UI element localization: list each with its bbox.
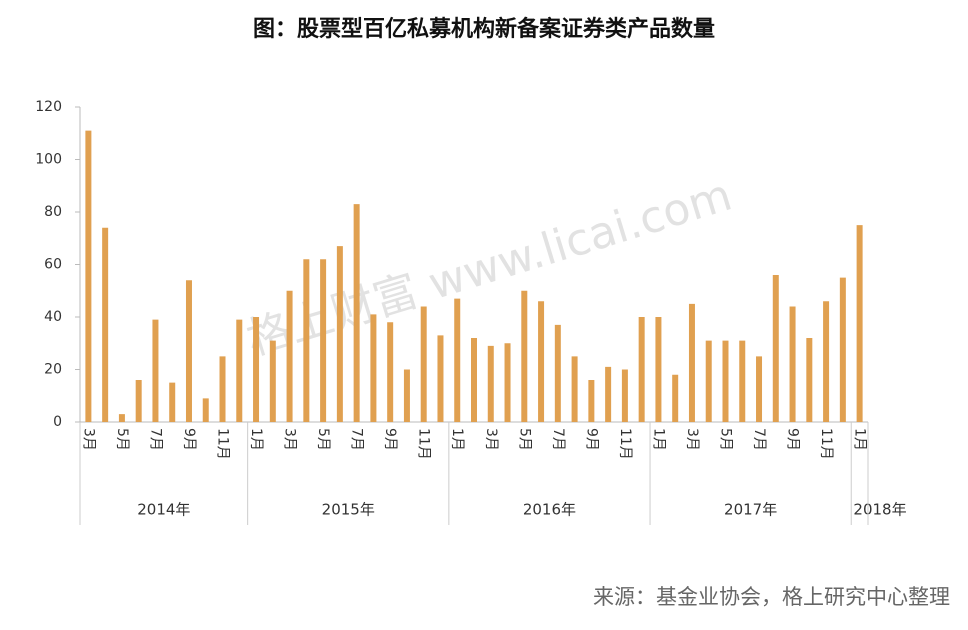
x-group-label: 2016年: [523, 501, 576, 519]
x-tick-label: 3月: [684, 428, 700, 451]
x-tick-label: 3月: [282, 428, 298, 451]
source-note: 来源：基金业协会，格上研究中心整理: [593, 585, 950, 609]
bar: [839, 277, 846, 422]
bar: [253, 317, 260, 422]
y-tick-label: 120: [35, 99, 62, 115]
bar: [336, 246, 343, 422]
chart-title: 图：股票型百亿私募机构新备案证券类产品数量: [253, 16, 715, 42]
x-group-label: 2014年: [137, 501, 190, 519]
y-tick-label: 40: [44, 309, 62, 325]
x-tick-label: 11月: [818, 428, 834, 460]
bar: [722, 340, 729, 422]
bar: [621, 369, 628, 422]
x-tick-label: 1月: [248, 428, 264, 451]
x-group-label: 2015年: [322, 501, 375, 519]
bar: [638, 317, 645, 422]
watermark: 格上财富 www.licai.com: [241, 170, 738, 366]
bar: [739, 340, 746, 422]
x-tick-label: 11月: [215, 428, 231, 460]
bar: [504, 343, 511, 422]
y-tick-label: 20: [44, 362, 62, 378]
y-tick-label: 100: [35, 152, 62, 168]
x-tick-label: 11月: [617, 428, 633, 460]
bar: [705, 340, 712, 422]
bar: [353, 204, 360, 422]
y-tick-label: 0: [53, 414, 62, 430]
bar: [454, 298, 461, 422]
x-tick-label: 3月: [80, 428, 96, 451]
bar: [521, 290, 528, 422]
x-tick-label: 7月: [550, 428, 566, 451]
bar: [487, 345, 494, 422]
bar: [823, 301, 830, 422]
x-tick-label: 3月: [483, 428, 499, 451]
x-tick-label: 9月: [785, 428, 801, 451]
x-tick-label: 5月: [516, 428, 532, 451]
bar: [655, 317, 662, 422]
bar: [772, 275, 779, 422]
y-tick-label: 80: [44, 204, 62, 220]
bar: [605, 366, 612, 422]
bar: [236, 319, 243, 422]
bar: [118, 414, 125, 422]
bar: [269, 340, 276, 422]
x-tick-label: 1月: [852, 428, 868, 451]
bar: [303, 259, 310, 422]
x-tick-label: 7月: [147, 428, 163, 451]
bar: [286, 290, 293, 422]
x-tick-label: 11月: [416, 428, 432, 460]
bar: [102, 227, 109, 422]
bar: [471, 338, 477, 422]
bar: [135, 380, 142, 422]
bar: [85, 130, 92, 422]
bar: [169, 382, 176, 422]
x-tick-label: 5月: [114, 428, 130, 451]
bar: [756, 356, 763, 422]
bar: [219, 356, 226, 422]
bar: [588, 380, 595, 422]
x-tick-label: 1月: [650, 428, 666, 451]
y-tick-label: 60: [44, 257, 62, 273]
bar: [370, 314, 377, 422]
bar: [688, 303, 695, 422]
x-tick-label: 7月: [751, 428, 767, 451]
x-tick-label: 1月: [449, 428, 465, 451]
x-tick-label: 5月: [315, 428, 331, 451]
bar: [420, 306, 427, 422]
bar: [152, 319, 159, 422]
x-tick-label: 5月: [717, 428, 733, 451]
bar: [387, 322, 394, 422]
bar: [571, 356, 578, 422]
x-tick-label: 9月: [583, 428, 599, 451]
bar: [538, 301, 545, 422]
bar: [202, 398, 209, 422]
x-group-label: 2017年: [724, 501, 777, 519]
bar: [789, 306, 796, 422]
bar: [437, 335, 444, 422]
bar: [403, 369, 410, 422]
bar: [672, 374, 679, 422]
x-tick-label: 9月: [382, 428, 398, 451]
bar: [320, 259, 327, 422]
bar: [856, 225, 863, 422]
x-tick-label: 9月: [181, 428, 197, 451]
bar: [554, 324, 561, 422]
x-group-label: 2018年: [853, 501, 906, 519]
bar: [806, 338, 813, 422]
x-tick-label: 7月: [349, 428, 365, 451]
bar: [185, 280, 192, 422]
